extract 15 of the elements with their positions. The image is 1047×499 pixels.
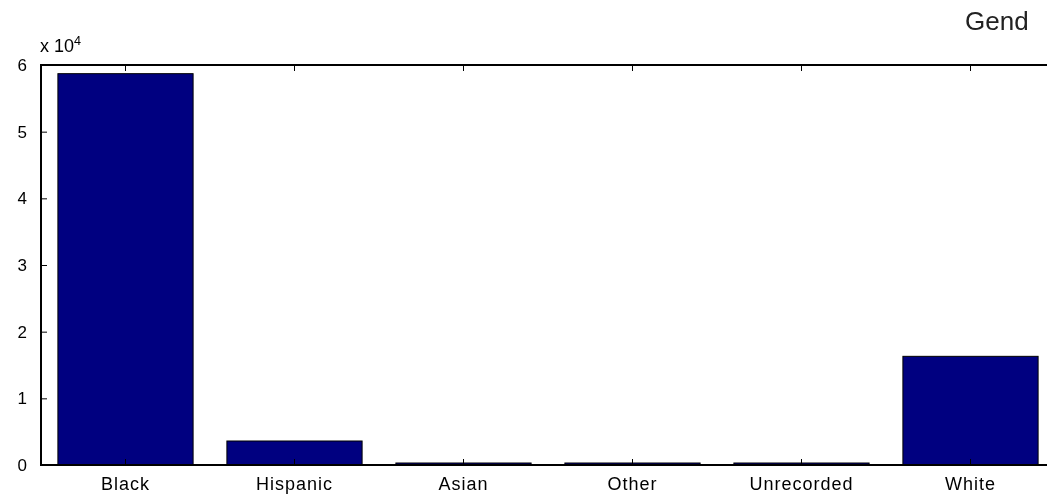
x-tick-label: Black (100, 473, 151, 494)
y-tick-label: 4 (17, 189, 27, 209)
x-tick-label: White (944, 473, 997, 494)
x-tick-label: Unrecorded (749, 473, 854, 494)
x-tick-label: Asian (438, 473, 489, 494)
y-tick-label: 5 (17, 122, 27, 142)
x-tick-label: Hispanic (255, 473, 334, 494)
y-tick-label: 6 (17, 55, 27, 75)
chart-title: Gend (965, 6, 1029, 36)
y-tick-label: 1 (17, 389, 27, 409)
x-tick-label: Other (607, 473, 658, 494)
y-tick-label: 0 (17, 455, 27, 475)
y-tick-label: 3 (17, 255, 27, 275)
y-tick-label: 2 (17, 322, 27, 342)
text: x 10$^{4}$ (40, 34, 82, 56)
